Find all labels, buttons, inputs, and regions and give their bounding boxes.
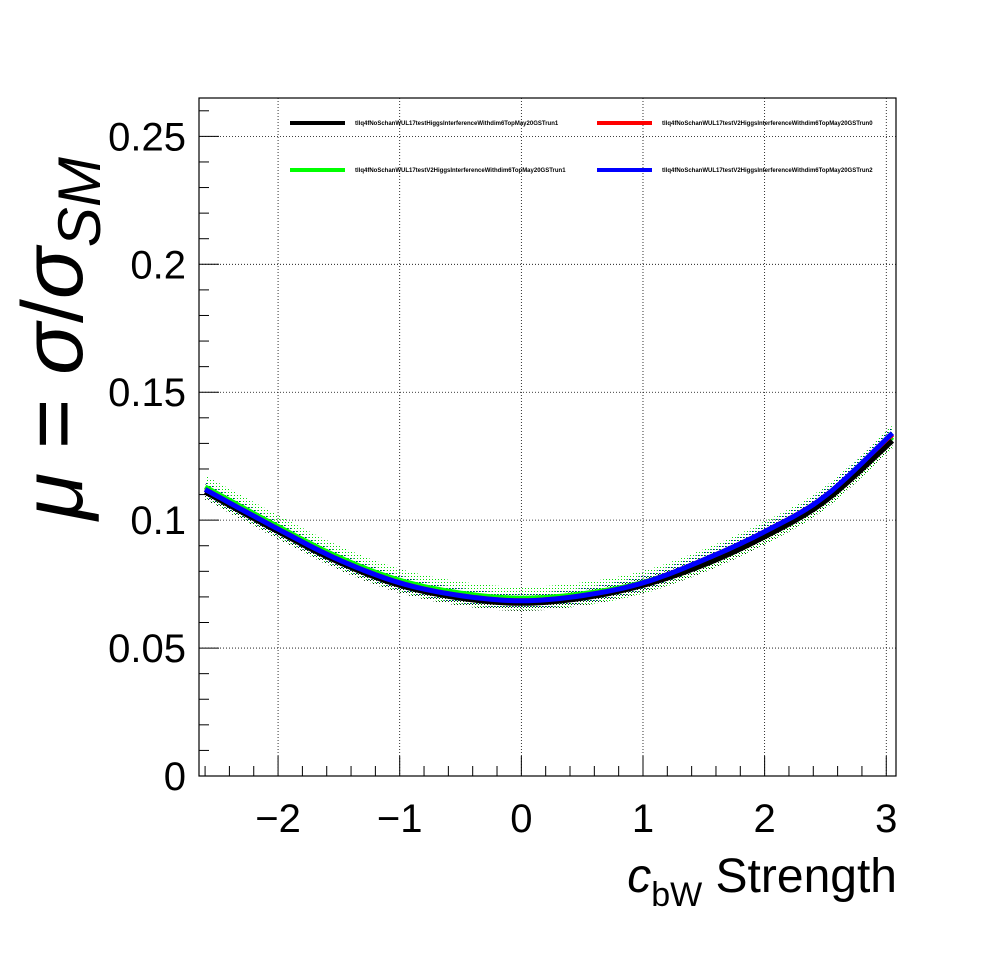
x-tick-label: −2	[255, 797, 301, 841]
series-band	[205, 425, 893, 610]
series-line	[203, 438, 895, 606]
y-tick-label: 0.15	[108, 371, 186, 415]
legend-label: tllq4fNoSchanWUL17testV2HiggsInterferenc…	[662, 168, 873, 174]
plot-frame	[198, 97, 897, 777]
y-axis-tick-labels: 0 0.05 0.1 0.15 0.2 0.25	[108, 115, 186, 799]
x-tick-label: −1	[377, 797, 423, 841]
x-axis-tick-labels: −2 −1 0 1 2 3	[255, 797, 897, 841]
y-tick-label: 0.25	[108, 115, 186, 159]
legend: tllq4fNoSchanWUL17testHiggsInterferenceW…	[290, 121, 873, 174]
y-tick-label: 0.2	[130, 243, 186, 287]
y-tick-label: 0	[164, 755, 186, 799]
legend-label: tllq4fNoSchanWUL17testV2HiggsInterferenc…	[662, 121, 873, 127]
uncertainty-bands	[205, 425, 893, 611]
x-tick-label: 2	[754, 797, 776, 841]
x-tick-label: 1	[632, 797, 654, 841]
y-axis-label: μ = σ/σSM	[5, 157, 113, 522]
grid-lines	[199, 98, 896, 776]
legend-label: tllq4fNoSchanWUL17testV2HiggsInterferenc…	[355, 168, 566, 174]
series-lines	[203, 431, 895, 606]
y-tick-label: 0.1	[130, 499, 186, 543]
y-tick-label: 0.05	[108, 627, 186, 671]
y-axis-ticks	[199, 110, 219, 777]
series-line	[203, 431, 895, 604]
legend-label: tllq4fNoSchanWUL17testHiggsInterferenceW…	[355, 121, 559, 127]
x-tick-label: 0	[510, 797, 532, 841]
x-axis-ticks	[204, 756, 887, 776]
x-tick-label: 3	[875, 797, 897, 841]
x-axis-label: cbW Strength	[627, 850, 897, 914]
